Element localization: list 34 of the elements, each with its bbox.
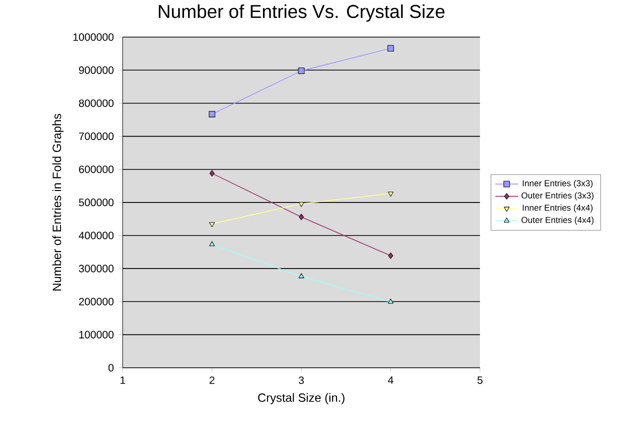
y-tick-label: 100000	[79, 330, 114, 338]
x-axis-title: Crystal Size (in.)	[258, 392, 344, 404]
y-tick-label: 0	[108, 364, 114, 372]
legend-label: Outer Entries (4x4)	[522, 216, 594, 224]
legend-label: Inner Entries (4x4)	[522, 204, 593, 212]
point	[388, 252, 394, 259]
y-tick-label: 800000	[78, 99, 114, 107]
y-tick-label: 700000	[79, 132, 114, 140]
point	[298, 67, 305, 74]
point	[388, 192, 394, 196]
y-tick-label: 300000	[78, 264, 114, 272]
y-tick-label: 500000	[78, 198, 114, 206]
y-tick-label: 200000	[79, 298, 114, 306]
x-tick-label: 3	[298, 376, 304, 384]
x-tick-label: 1	[120, 376, 126, 384]
y-tick-label: 1000000	[73, 33, 114, 41]
point	[209, 222, 215, 227]
point	[209, 241, 215, 246]
legend-label: Outer Entries (3x3)	[522, 192, 594, 200]
x-tick-label: 5	[477, 376, 483, 384]
x-tick-label: 2	[210, 376, 214, 384]
point	[298, 273, 304, 278]
point	[208, 110, 216, 118]
point	[388, 298, 394, 304]
point	[210, 170, 214, 176]
legend-label: Inner Entries (3x3)	[522, 180, 593, 188]
y-tick-label: 400000	[78, 232, 114, 240]
x-tick-label: 4	[388, 376, 394, 384]
point	[298, 214, 304, 220]
chart-title: Number of Entries Vs. Crystal Size	[158, 4, 444, 22]
y-tick-label: 600000	[79, 165, 114, 173]
point	[387, 44, 394, 52]
y-axis-title: Number of Entries in Fold Graphs	[52, 114, 64, 290]
y-tick-label: 900000	[79, 66, 114, 74]
